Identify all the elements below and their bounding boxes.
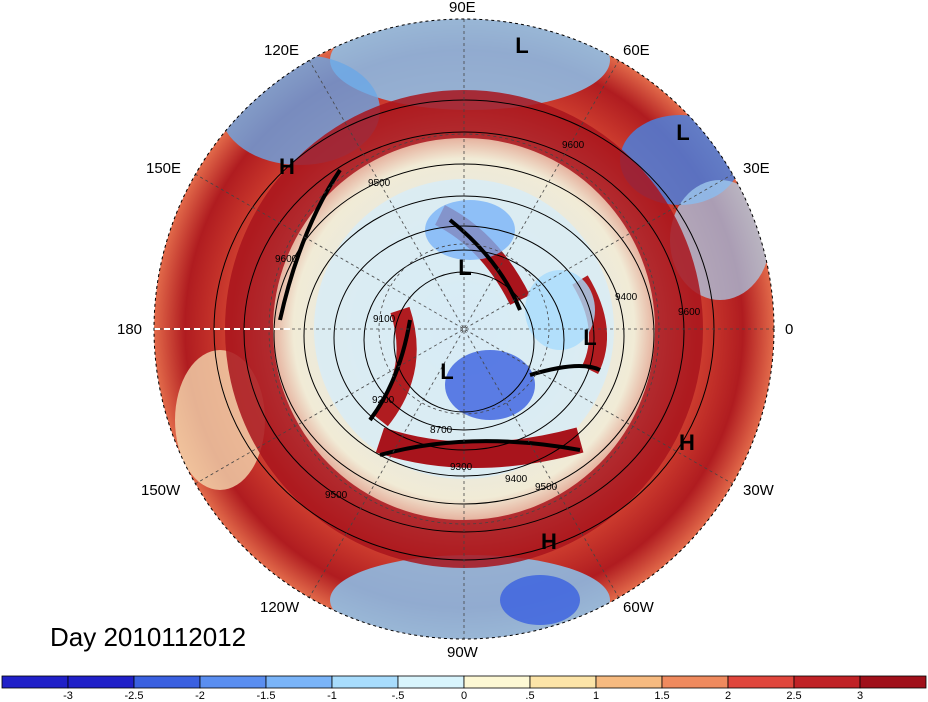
contour-label: 9500 [535, 482, 558, 493]
lon-label-180: 180 [117, 321, 143, 338]
low-pressure-marker: L [583, 325, 597, 350]
colorbar-swatch [859, 675, 927, 689]
colorbar-swatch [265, 675, 333, 689]
contour-label: 8700 [430, 425, 453, 436]
low-pressure-marker: L [676, 120, 690, 145]
lon-label-30w: 30W [743, 482, 774, 499]
high-pressure-marker: H [541, 529, 557, 554]
high-pressure-marker: H [679, 430, 695, 455]
colorbar-tick-label: -.5 [391, 690, 405, 702]
colorbar-swatch [793, 675, 861, 689]
lon-label-120e: 120E [264, 42, 300, 59]
colorbar-swatch [529, 675, 597, 689]
low-pressure-marker: L [515, 33, 529, 58]
colorbar-tick-label: 2 [724, 690, 732, 702]
colorbar-swatch [727, 675, 795, 689]
colorbar-tick-label: 2.5 [786, 690, 802, 702]
colorbar-tick-label: -1.5 [256, 690, 276, 702]
contour-label: 9400 [505, 474, 528, 485]
colorbar-tick-label: -3 [63, 690, 73, 702]
colorbar-tick-label: 3 [856, 690, 864, 702]
lon-label-150e: 150E [146, 160, 182, 177]
lon-label-150w: 150W [141, 482, 181, 499]
contour-label: 9400 [615, 292, 638, 303]
colorbar-tick-label: 1.5 [654, 690, 670, 702]
low-pressure-marker: L [458, 255, 472, 280]
colorbar-tick-label: 0 [460, 690, 468, 702]
colorbar-swatch [463, 675, 531, 689]
lon-label-0: 0 [785, 321, 794, 338]
contour-label: 9600 [275, 254, 298, 265]
date-label: Day 2010112012 [50, 622, 247, 652]
contour-label: 9100 [373, 314, 396, 325]
lon-label-90w: 90W [447, 644, 478, 661]
lon-label-30e: 30E [743, 160, 770, 177]
colorbar-tick-label: -1 [327, 690, 337, 702]
colorbar-swatch [67, 675, 135, 689]
contour-label: 9500 [325, 490, 348, 501]
map-boundary [153, 18, 775, 640]
contour-label: 9600 [562, 140, 585, 151]
colorbar-swatch [595, 675, 663, 689]
colorbar-tick-label: -2 [195, 690, 205, 702]
colorbar-swatch [133, 675, 201, 689]
lon-label-90e: 90E [449, 0, 476, 16]
colorbar-tick-label: 1 [592, 690, 600, 702]
colorbar-swatch [199, 675, 267, 689]
colorbar-tick-label: .5 [525, 690, 535, 702]
lon-label-60e: 60E [623, 42, 650, 59]
contour-label: 9300 [450, 462, 473, 473]
high-pressure-marker: H [279, 154, 295, 179]
lon-label-60w: 60W [623, 599, 654, 616]
colorbar-swatch [1, 675, 69, 689]
colorbar-swatch [331, 675, 399, 689]
contour-label: 9600 [678, 307, 701, 318]
colorbar-tick-label: -2.5 [124, 690, 144, 702]
contour-label: 9500 [368, 178, 391, 189]
low-pressure-marker: L [440, 359, 454, 384]
lon-label-120w: 120W [260, 599, 300, 616]
colorbar-swatch [661, 675, 729, 689]
colorbar [1, 675, 927, 689]
colorbar-swatch [397, 675, 465, 689]
contour-label: 9200 [372, 395, 395, 406]
